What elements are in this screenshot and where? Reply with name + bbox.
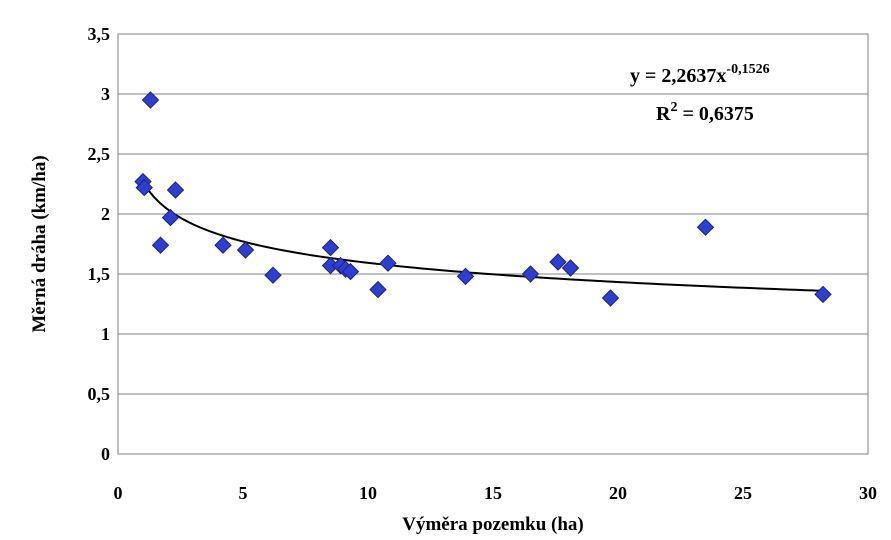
y-axis-title: Měrná dráha (km/ha) <box>29 155 50 332</box>
x-tick-label: 20 <box>609 483 627 503</box>
r2-value: = 0,6375 <box>677 103 753 125</box>
power-trendline <box>142 181 824 292</box>
data-point <box>456 267 475 286</box>
trendline-equation: y = 2,2637x-0,1526 <box>630 62 770 87</box>
data-point <box>341 262 360 281</box>
x-tick-label: 10 <box>359 483 377 503</box>
data-point <box>379 254 397 272</box>
x-tick-label: 5 <box>239 483 248 503</box>
x-tick-label: 25 <box>734 483 752 503</box>
data-point <box>135 178 153 197</box>
data-point <box>321 238 340 257</box>
data-point <box>601 289 620 307</box>
x-tick-label: 30 <box>859 483 877 503</box>
equation-base: y = 2,2637x <box>630 65 726 87</box>
data-point <box>369 280 387 299</box>
x-tick-labels: 0 5 10 15 20 25 30 <box>114 483 878 503</box>
y-tick-label: 3,5 <box>88 24 111 44</box>
data-point <box>521 265 540 283</box>
data-point <box>696 218 715 236</box>
y-tick-labels: 0 0,5 1 1,5 2 2,5 3 3,5 <box>88 24 111 464</box>
data-point <box>161 208 180 227</box>
data-point <box>214 236 232 254</box>
data-point <box>264 266 282 284</box>
plot-area-border <box>117 33 869 455</box>
y-tick-label: 1 <box>101 324 110 344</box>
data-point <box>236 241 255 259</box>
y-tick-label: 0 <box>101 444 110 464</box>
y-tick-label: 0,5 <box>88 384 111 404</box>
y-tick-label: 1,5 <box>88 264 111 284</box>
data-point <box>141 91 160 109</box>
data-point <box>166 181 185 199</box>
r2-exponent: 2 <box>670 100 677 115</box>
data-point <box>151 236 170 254</box>
data-point <box>561 259 580 277</box>
y-tick-label: 3 <box>101 84 110 104</box>
r-squared-label: R2 = 0,6375 <box>656 100 754 125</box>
y-tick-label: 2,5 <box>88 144 111 164</box>
x-axis-title: Výměra pozemku (ha) <box>402 514 584 535</box>
data-point <box>814 285 832 304</box>
y-tick-label: 2 <box>101 204 110 224</box>
x-tick-label: 0 <box>114 483 123 503</box>
x-tick-label: 15 <box>484 483 502 503</box>
equation-exponent: -0,1526 <box>726 62 769 77</box>
r2-base: R <box>656 103 671 125</box>
data-point <box>549 253 567 271</box>
data-points <box>134 91 832 307</box>
